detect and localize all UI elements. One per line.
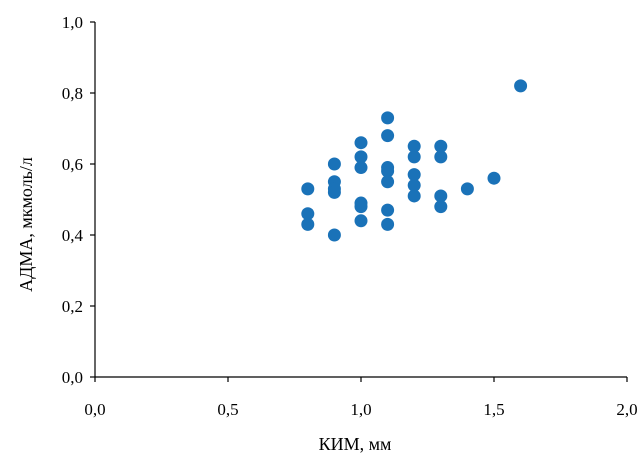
x-tick-label: 1,0	[350, 400, 371, 419]
y-tick-label: 0,0	[62, 368, 83, 387]
data-point	[327, 228, 341, 242]
data-point	[354, 136, 368, 150]
data-point	[354, 200, 368, 214]
data-point	[434, 200, 448, 214]
y-tick-label: 1,0	[62, 13, 83, 32]
data-point	[407, 168, 421, 182]
data-point	[460, 182, 474, 196]
data-point	[381, 164, 395, 178]
data-point	[381, 203, 395, 217]
data-point	[407, 139, 421, 153]
data-point	[381, 175, 395, 189]
data-point	[354, 161, 368, 175]
data-point	[381, 217, 395, 231]
y-axis-ticks: 0,0 0,2 0,4 0,6 0,8 1,0	[62, 13, 95, 387]
data-point	[381, 129, 395, 143]
data-point	[354, 214, 368, 228]
data-point	[301, 182, 315, 196]
y-tick-label: 0,2	[62, 297, 83, 316]
x-tick-label: 0,5	[217, 400, 238, 419]
data-point	[301, 217, 315, 231]
x-axis-ticks: 0,0 0,5 1,0 1,5 2,0	[84, 377, 638, 419]
y-axis-title: АДМА, мкмоль/л	[16, 157, 36, 292]
x-axis-title: КИМ, мм	[319, 434, 392, 454]
data-point	[327, 157, 341, 171]
data-point	[327, 185, 341, 199]
y-tick-label: 0,8	[62, 84, 83, 103]
x-tick-label: 1,5	[483, 400, 504, 419]
data-point	[407, 150, 421, 164]
y-tick-label: 0,6	[62, 155, 83, 174]
data-point	[301, 207, 315, 221]
data-point	[487, 171, 501, 185]
data-point	[434, 189, 448, 203]
data-points	[301, 79, 528, 242]
data-point	[407, 178, 421, 192]
data-point	[434, 139, 448, 153]
y-tick-label: 0,4	[62, 226, 84, 245]
x-tick-label: 0,0	[84, 400, 105, 419]
data-point	[407, 189, 421, 203]
x-tick-label: 2,0	[616, 400, 637, 419]
data-point	[354, 150, 368, 164]
data-point	[381, 111, 395, 125]
data-point	[514, 79, 528, 93]
data-point	[434, 150, 448, 164]
